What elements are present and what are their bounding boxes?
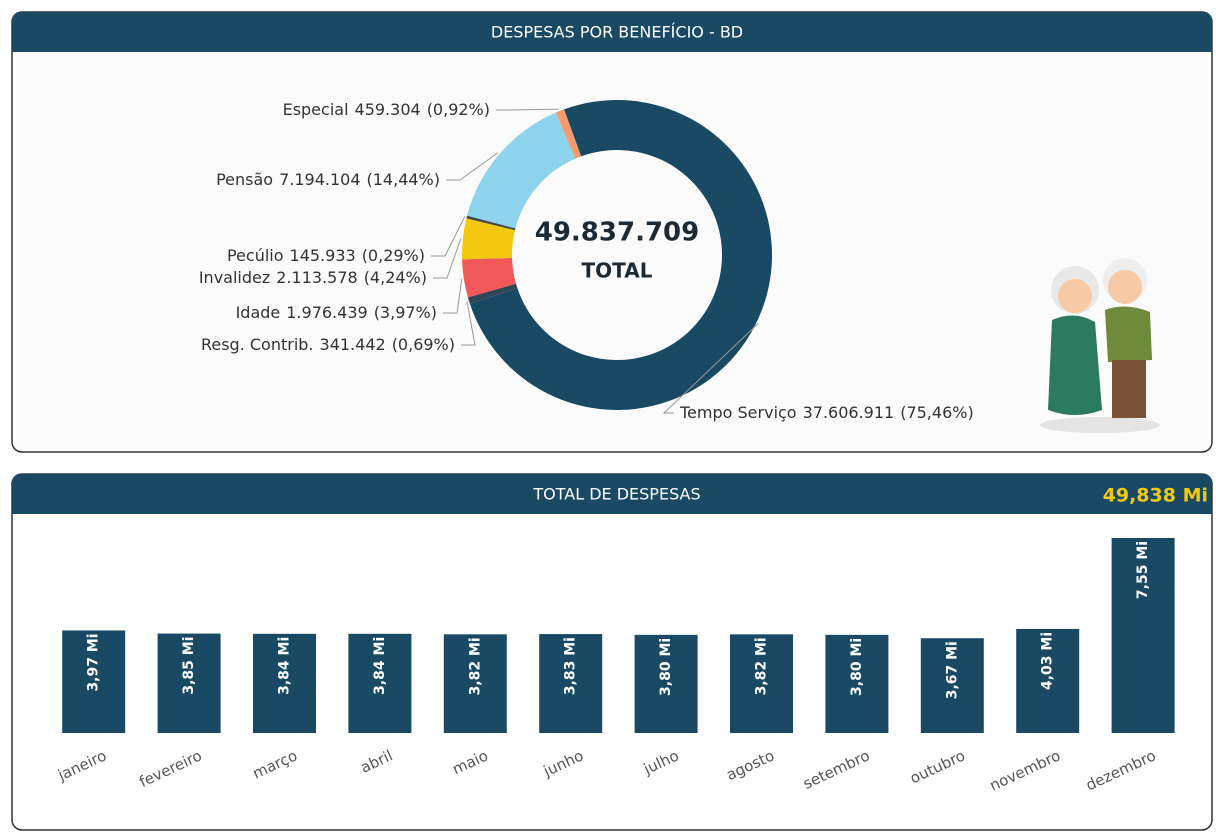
label-percent: (0,29%) bbox=[362, 246, 425, 265]
data-label: 3,85 Mi bbox=[181, 636, 197, 694]
page: Despesas {"chart_data": [ {"type": "donu… bbox=[0, 0, 1216, 834]
label-name: Especial bbox=[283, 100, 349, 119]
dashboard: DESPESAS POR BENEFÍCIO - BD TOTAL DE DES… bbox=[0, 0, 1216, 834]
slice-label: Pecúlio 145.933 (0,29%) bbox=[227, 246, 425, 265]
chart-title: TOTAL DE DESPESAS bbox=[532, 485, 700, 504]
label-percent: (75,46%) bbox=[900, 403, 974, 422]
slice-label: Especial 459.304 (0,92%) bbox=[283, 100, 490, 119]
label-name: Pecúlio bbox=[227, 246, 284, 265]
label-value: 37.606.911 bbox=[803, 403, 895, 422]
label-name: Idade bbox=[236, 303, 281, 322]
slice-label: Invalidez 2.113.578 (4,24%) bbox=[199, 268, 427, 287]
label-name: Resg. Contrib. bbox=[201, 335, 314, 354]
data-label: 3,80 Mi bbox=[658, 638, 674, 696]
slice-label: Resg. Contrib. 341.442 (0,69%) bbox=[201, 335, 455, 354]
label-name: Tempo Serviço bbox=[679, 403, 797, 422]
label-name: Invalidez bbox=[199, 268, 270, 287]
label-percent: (4,24%) bbox=[364, 268, 427, 287]
label-value: 7.194.104 bbox=[279, 170, 360, 189]
center-value: 49.837.709 bbox=[535, 218, 699, 248]
data-label: 7,55 Mi bbox=[1135, 541, 1151, 599]
label-percent: (14,44%) bbox=[367, 170, 441, 189]
label-percent: (0,92%) bbox=[427, 100, 490, 119]
label-value: 145.933 bbox=[290, 246, 356, 265]
data-label: 3,67 Mi bbox=[944, 641, 960, 699]
body: DESPESAS POR BENEFÍCIO - BD TOTAL DE DES… bbox=[0, 0, 1216, 834]
data-label: 3,84 Mi bbox=[277, 637, 293, 695]
label-percent: (0,69%) bbox=[392, 335, 455, 354]
center-label: TOTAL bbox=[582, 259, 653, 283]
total-label: 49,838 Mi bbox=[1103, 485, 1208, 507]
slice-label: Tempo Serviço 37.606.911 (75,46%) bbox=[679, 403, 974, 422]
slice-label: Pensão 7.194.104 (14,44%) bbox=[216, 170, 440, 189]
data-label: 3,82 Mi bbox=[467, 637, 483, 695]
label-value: 459.304 bbox=[355, 100, 421, 119]
data-label: 3,82 Mi bbox=[754, 637, 770, 695]
data-label: 3,83 Mi bbox=[563, 637, 579, 695]
label-percent: (3,97%) bbox=[374, 303, 437, 322]
label-value: 341.442 bbox=[320, 335, 386, 354]
data-label: 4,03 Mi bbox=[1040, 632, 1056, 690]
data-label: 3,97 Mi bbox=[86, 633, 102, 691]
data-label: 3,80 Mi bbox=[849, 638, 865, 696]
label-name: Pensão bbox=[216, 170, 273, 189]
label-value: 2.113.578 bbox=[276, 268, 357, 287]
slice-label: Idade 1.976.439 (3,97%) bbox=[236, 303, 437, 322]
label-value: 1.976.439 bbox=[286, 303, 367, 322]
chart-title: DESPESAS POR BENEFÍCIO - BD bbox=[491, 23, 743, 42]
data-label: 3,84 Mi bbox=[372, 637, 388, 695]
